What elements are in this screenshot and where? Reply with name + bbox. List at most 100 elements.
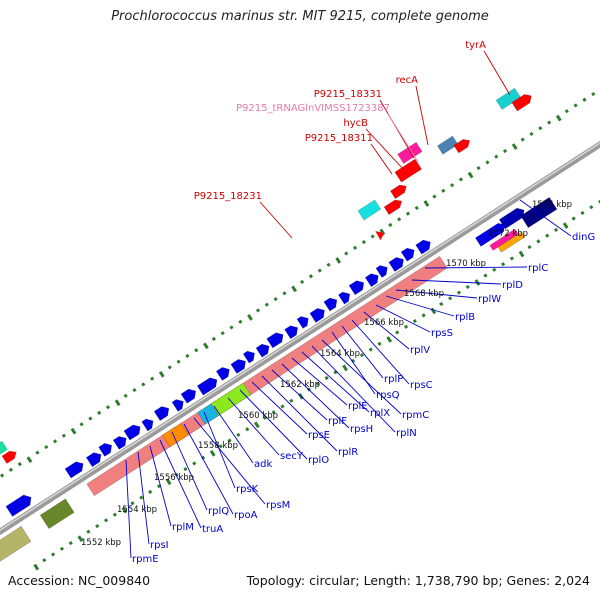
tick-dot-0-62 (485, 160, 490, 165)
tick-dot-0-45 (335, 257, 342, 264)
tick-dot-0-65 (511, 143, 518, 150)
gene-label-14: rpsH (350, 424, 373, 435)
tick-dot-1-42 (359, 353, 364, 358)
tick-dot-0-30 (202, 342, 209, 350)
tick-dot-0-13 (52, 439, 58, 444)
cds-arrow-2 (98, 443, 113, 457)
backbone (0, 140, 600, 536)
tick-dot-1-65 (562, 222, 569, 229)
tick-dot-0-48 (361, 240, 366, 245)
gene-leader-7 (351, 319, 410, 385)
cds-arrow-9 (196, 377, 218, 396)
gene-label-1: rplC (528, 263, 548, 274)
cds-arrow-10 (215, 367, 230, 381)
gene-leader-25 (159, 439, 202, 529)
tick-dot-1-28 (236, 432, 241, 438)
kbp-label-3: 1558 kbp (198, 441, 238, 451)
tick-dot-1-30 (253, 421, 260, 429)
cds-arrow-13 (255, 343, 270, 358)
cds-arrow-left-1 (5, 494, 32, 517)
tick-dot-1-10 (77, 535, 84, 543)
tick-dot-0-58 (450, 183, 455, 188)
cds-arrow-1 (85, 452, 102, 468)
gene-label-19: secY (280, 451, 304, 462)
cds-arrow-20 (348, 280, 365, 296)
red-arrow-4 (453, 139, 471, 154)
gene-leader-5 (375, 304, 431, 333)
gene-label-22: rpsM (266, 500, 290, 511)
tick-dot-0-42 (308, 274, 314, 279)
tick-dot-1-14 (112, 512, 117, 517)
gene-leader-14 (281, 363, 350, 429)
gene-leader-6 (363, 311, 410, 350)
tick-dot-1-34 (289, 398, 294, 403)
tick-dot-0-27 (176, 359, 181, 364)
olive-block (0, 525, 32, 571)
feature-leader-5 (370, 143, 393, 175)
tick-dot-0-41 (300, 279, 305, 285)
tick-dot-0-67 (529, 131, 534, 136)
tick-dot-1-11 (86, 529, 91, 534)
tick-dot-0-69 (547, 120, 552, 125)
red-block-3 (394, 158, 422, 183)
tick-dot-1-69 (598, 199, 600, 204)
cds-arrow-8 (180, 388, 197, 404)
tick-dots (0, 91, 600, 571)
tick-dot-0-34 (238, 319, 243, 324)
gene-leader-9 (331, 331, 376, 395)
tick-dot-0-18 (97, 410, 102, 415)
features (0, 87, 558, 571)
tick-dot-0-14 (61, 433, 66, 438)
tick-dot-0-36 (255, 308, 261, 313)
gene-leader-24 (171, 431, 208, 511)
cds-arrow-4 (123, 424, 141, 441)
tick-dot-0-35 (247, 314, 253, 321)
tick-dot-0-38 (273, 296, 278, 302)
tick-dot-1-47 (403, 324, 409, 329)
gene-label-28: rpmE (132, 554, 159, 565)
tick-dot-1-9 (68, 541, 73, 546)
orange-strip (497, 231, 526, 253)
tick-dot-1-54 (465, 284, 470, 289)
gene-leader-13 (291, 357, 348, 406)
tick-dot-0-15 (70, 427, 77, 435)
tick-dot-1-63 (545, 233, 550, 238)
cds-arrow-17 (309, 308, 325, 323)
tick-dot-1-68 (589, 205, 594, 210)
tick-dot-1-32 (271, 410, 276, 415)
tick-dot-1-64 (553, 227, 559, 233)
tick-dot-1-13 (103, 518, 109, 523)
gene-label-25: truA (202, 524, 223, 535)
tick-dot-0-21 (123, 393, 128, 398)
gene-leader-12 (301, 351, 370, 413)
navy-block-2 (520, 197, 558, 229)
gene-label-16: rplR (338, 447, 358, 458)
darkolive-block (39, 498, 75, 530)
red-arrow-5 (511, 94, 532, 112)
tick-dot-0-70 (555, 114, 562, 122)
gene-label-20: adk (254, 459, 272, 470)
tick-dot-1-16 (130, 501, 135, 506)
tick-dot-1-20 (165, 478, 172, 486)
labels: 1552 kbp 1554 kbp 1556 kbp 1558 kbp 1560 kbp… (81, 40, 595, 565)
tick-dot-0-60 (467, 171, 474, 179)
cds-arrow-23 (388, 257, 404, 272)
tick-dot-0-19 (105, 405, 111, 410)
tick-dot-1-33 (280, 404, 285, 409)
cds-arrow-14 (266, 332, 284, 349)
gene-label-24: rplQ (208, 506, 229, 517)
tick-dot-0-10 (26, 456, 33, 464)
kbp-label-10: 1572 kbp (488, 229, 528, 239)
cds-arrow-24 (400, 247, 415, 262)
gene-leader-22 (193, 417, 266, 505)
cds-arrow-6 (153, 406, 170, 422)
tick-dot-0-8 (8, 467, 14, 472)
tick-dot-0-74 (591, 91, 596, 97)
tick-dot-0-52 (397, 217, 402, 222)
tick-dot-0-56 (432, 194, 437, 199)
gene-leader-8 (341, 325, 384, 379)
gene-leader-11 (311, 345, 396, 433)
tick-dot-0-44 (326, 262, 331, 267)
accession-text: Accession: NC_009840 (8, 573, 151, 588)
